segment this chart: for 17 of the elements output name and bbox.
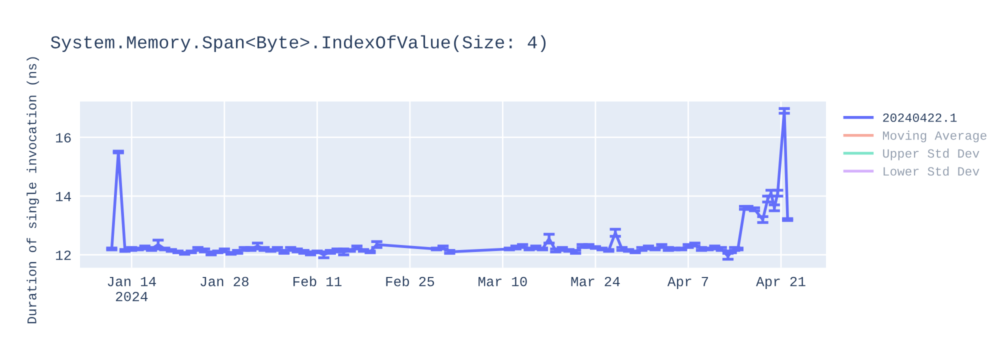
x-tick-label: Mar 24 bbox=[571, 276, 620, 286]
x-tick-label: Apr 21 bbox=[756, 276, 806, 290]
x-tick-label: Feb 11 bbox=[293, 276, 342, 286]
chart-title: System.Memory.Span<Byte>.IndexOfValue(Size: 4) bbox=[50, 35, 546, 52]
y-tick-label: 16 bbox=[56, 133, 71, 143]
legend-label: Upper Std Dev bbox=[883, 148, 980, 160]
x-tick-label: Mar 10 bbox=[478, 276, 527, 286]
legend-label: 20240422.1 bbox=[883, 113, 957, 122]
y-axis-title: Duration of single invocation (ns) bbox=[26, 57, 39, 324]
x-tick-label: Jan 14 2024 bbox=[108, 277, 156, 302]
x-tick-label: Jan 28 bbox=[200, 276, 248, 286]
legend-label: Moving Average bbox=[882, 130, 986, 142]
x-tick-label: Feb 25 bbox=[386, 276, 434, 286]
x-tick-label: Apr 7 bbox=[667, 277, 708, 290]
y-tick-label: 14 bbox=[56, 192, 71, 202]
y-tick-label: 12 bbox=[56, 250, 71, 260]
legend-label: Lower Std Dev bbox=[884, 166, 980, 176]
